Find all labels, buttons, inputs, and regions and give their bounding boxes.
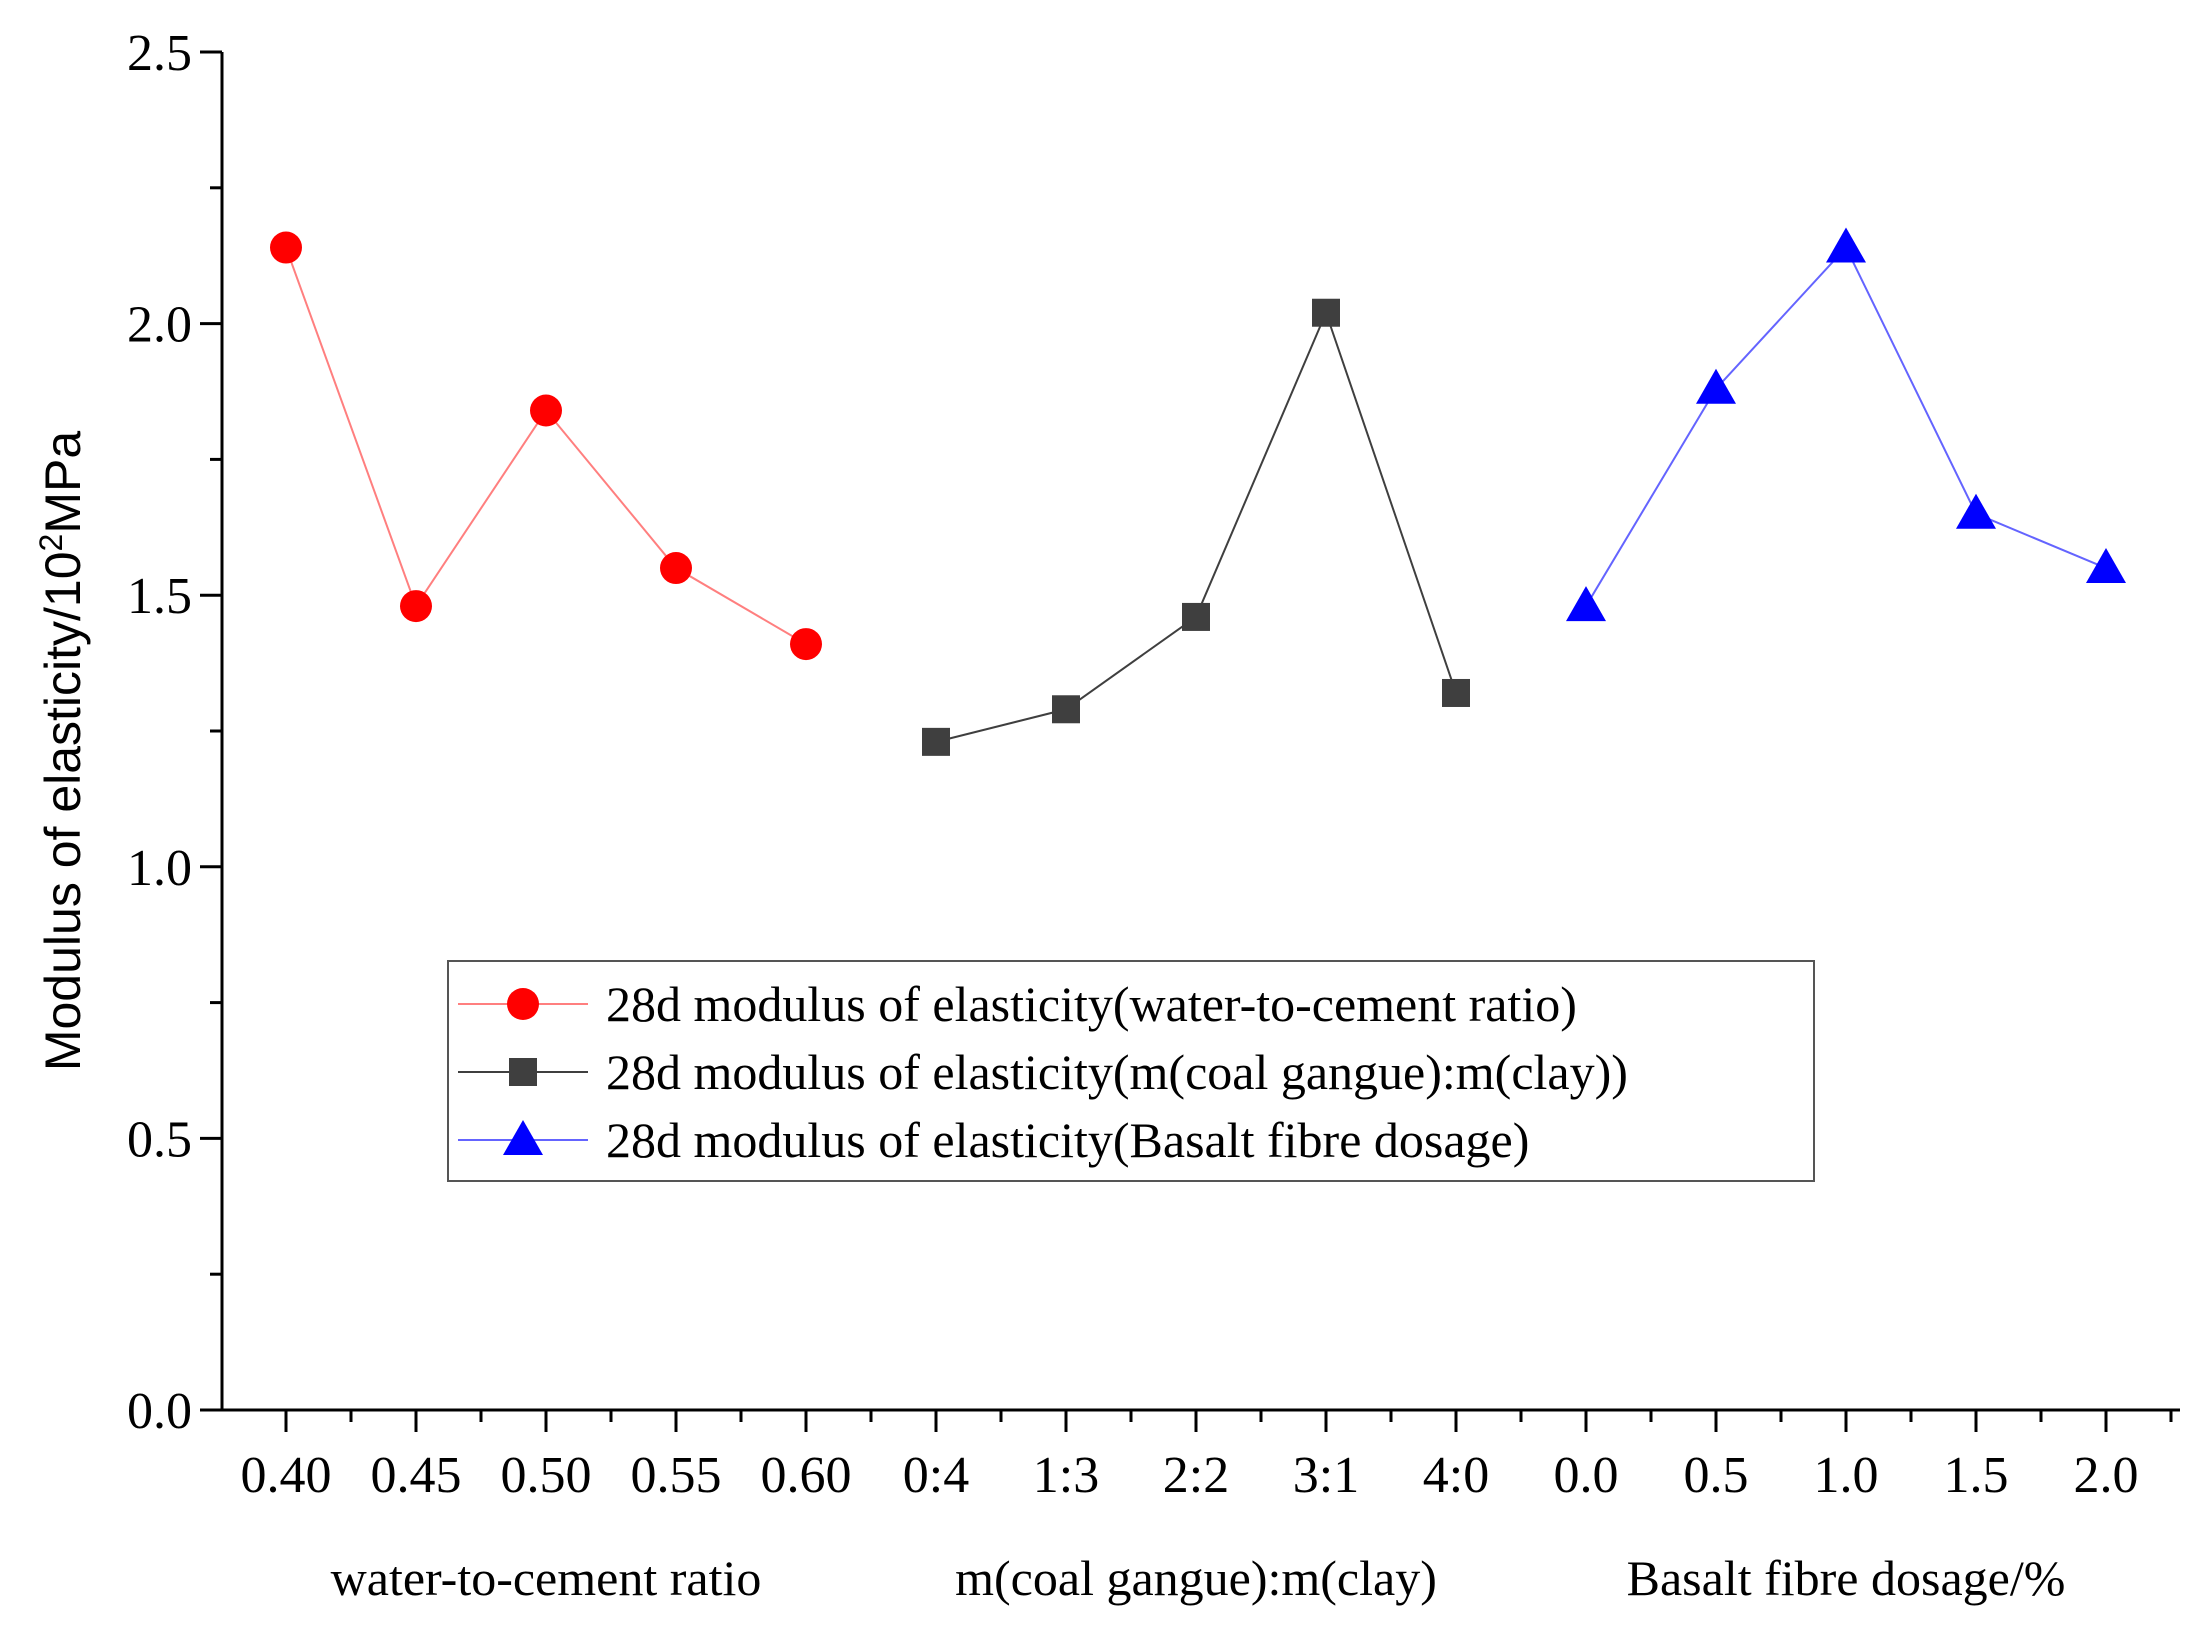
data-point — [922, 727, 950, 756]
y-tick-label: 0.0 — [127, 1383, 192, 1440]
data-point — [1052, 695, 1080, 724]
x-group-label: m(coal gangue):m(clay) — [955, 1550, 1437, 1606]
labels: water-to-cement ratio m(coal gangue):m(cl… — [33, 431, 2065, 1606]
x-tick-label: 0:4 — [903, 1447, 969, 1504]
series — [270, 227, 2126, 756]
data-point — [660, 552, 692, 585]
data-point — [1312, 298, 1340, 327]
y-axis-label-main: Modulus of elasticity/10 — [35, 551, 91, 1071]
x-tick-label: 0.40 — [241, 1447, 332, 1504]
data-point — [790, 628, 822, 661]
series-2 — [922, 298, 1470, 756]
legend-box — [447, 960, 1815, 1182]
x-tick-label: 1.0 — [1814, 1447, 1879, 1504]
y-tick-label: 2.0 — [127, 297, 192, 354]
series-line — [935, 309, 1457, 743]
x-tick-label: 0.5 — [1684, 1447, 1749, 1504]
y-tick-label: 2.5 — [127, 25, 192, 82]
series-1 — [270, 231, 822, 661]
x-tick-label: 0.50 — [501, 1447, 592, 1504]
x-tick-label: 0.45 — [371, 1447, 462, 1504]
y-tick-label: 0.5 — [127, 1111, 192, 1168]
legend-item: 28d modulus of elasticity(water-to-cemen… — [458, 976, 1577, 1032]
legend-marker — [503, 1120, 543, 1155]
x-tick-label: 2.0 — [2074, 1447, 2139, 1504]
ticks: 0.0 0.5 1.0 1.5 2.0 2.5 0.40 0.45 0.50 0.55 0.60 0:… — [127, 25, 2173, 1504]
data-point — [270, 231, 302, 264]
axes — [220, 52, 2180, 1412]
y-tick-label: 1.0 — [127, 840, 192, 897]
legend-marker — [509, 1058, 537, 1086]
x-tick-label: 3:1 — [1293, 1447, 1359, 1504]
data-point — [1826, 227, 1866, 263]
series-line — [1585, 245, 2107, 607]
x-tick-label: 0.55 — [631, 1447, 722, 1504]
data-point — [400, 590, 432, 623]
x-tick-label: 0.60 — [761, 1447, 852, 1504]
data-point — [1956, 493, 1996, 529]
x-tick-label: 2:2 — [1163, 1447, 1229, 1504]
series-3 — [1566, 227, 2126, 622]
series-line — [285, 247, 807, 645]
data-point — [530, 394, 562, 427]
y-axis-label-unit: MPa — [35, 431, 91, 534]
x-tick-label: 1:3 — [1033, 1447, 1099, 1504]
x-tick-label: 1.5 — [1944, 1447, 2009, 1504]
x-group-label: water-to-cement ratio — [331, 1550, 762, 1606]
y-tick-label: 1.5 — [127, 568, 192, 625]
y-axis-label: Modulus of elasticity/102MPa — [33, 431, 91, 1072]
data-point — [2086, 548, 2126, 584]
data-point — [1566, 586, 1606, 622]
legend: 28d modulus of elasticity(water-to-cemen… — [447, 960, 1815, 1182]
data-point — [1696, 368, 1736, 404]
y-axis-label-superscript: 2 — [33, 534, 69, 552]
legend-label: 28d modulus of elasticity(m(coal gangue)… — [606, 1044, 1628, 1100]
legend-item: 28d modulus of elasticity(Basalt fibre d… — [458, 1112, 1529, 1168]
legend-label: 28d modulus of elasticity(Basalt fibre d… — [606, 1112, 1529, 1168]
x-group-label: Basalt fibre dosage/% — [1627, 1550, 2066, 1606]
x-tick-label: 4:0 — [1423, 1447, 1489, 1504]
legend-label: 28d modulus of elasticity(water-to-cemen… — [606, 976, 1577, 1032]
data-point — [1442, 678, 1470, 707]
data-point — [1182, 602, 1210, 631]
legend-marker — [507, 988, 539, 1020]
legend-item: 28d modulus of elasticity(m(coal gangue)… — [458, 1044, 1628, 1100]
x-tick-label: 0.0 — [1554, 1447, 1619, 1504]
